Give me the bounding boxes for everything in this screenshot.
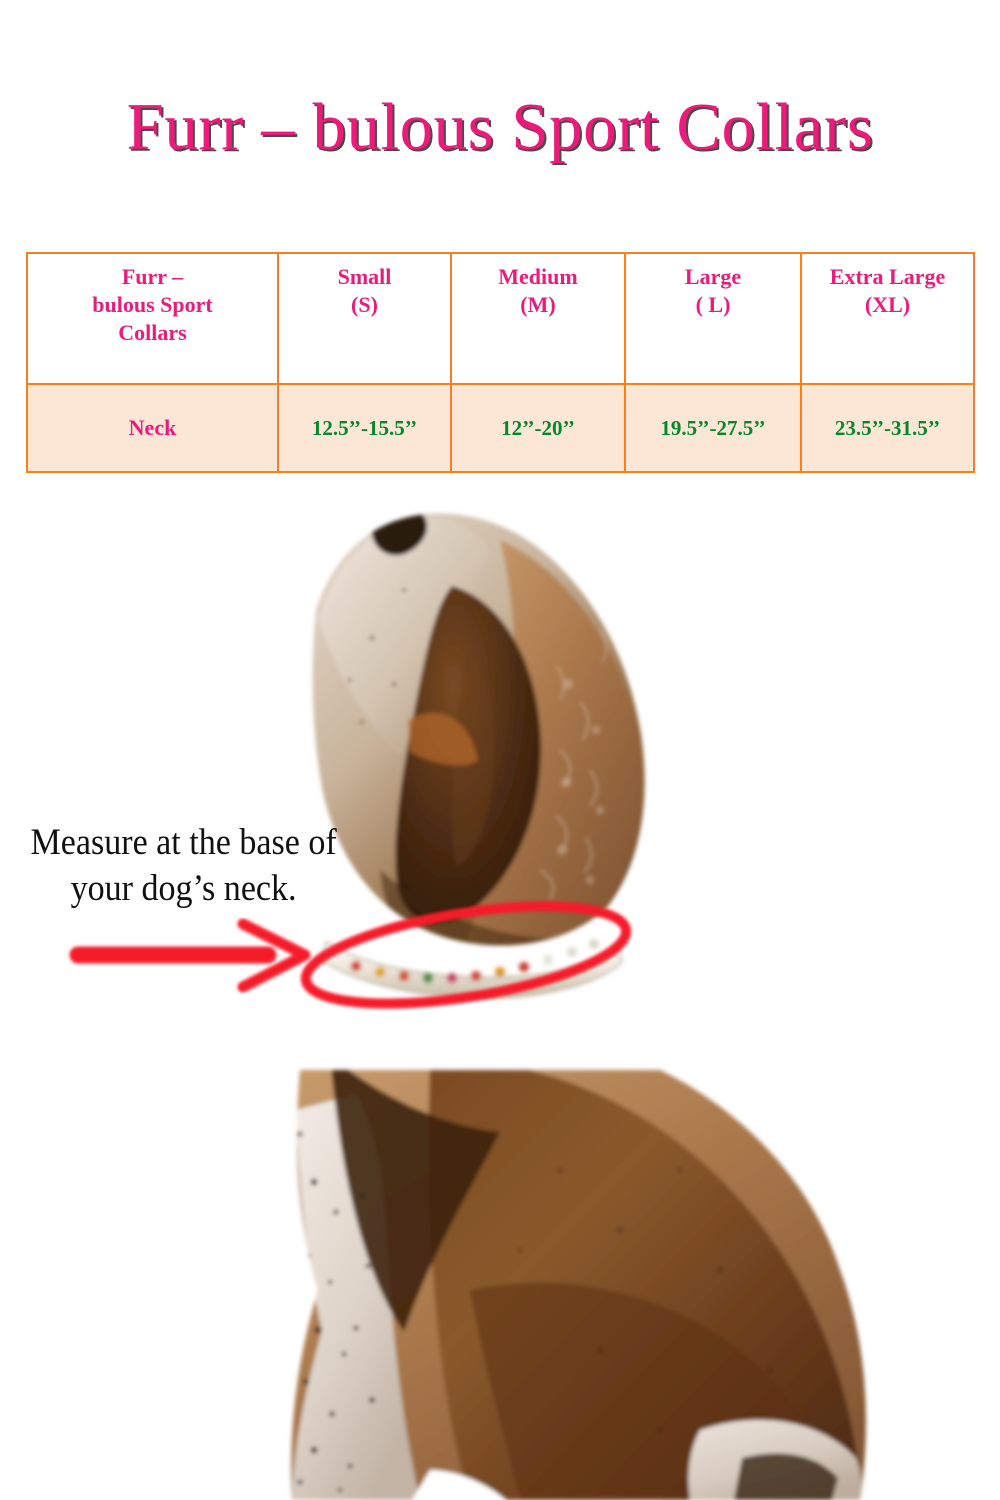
cell-neck-small: 12.5’’-15.5’’ bbox=[277, 383, 452, 473]
caption-line-2: your dog’s neck. bbox=[70, 868, 297, 910]
header-cell-extra-large: Extra Large (XL) bbox=[800, 252, 975, 385]
measure-caption: Measure at the base of your dog’s neck. bbox=[18, 820, 349, 913]
cell-neck-medium: 12’’-20’’ bbox=[450, 383, 626, 473]
header-cell-brand: Furr – bulous Sport Collars bbox=[26, 252, 279, 385]
dog-photo bbox=[0, 470, 1000, 1500]
row-label-neck: Neck bbox=[26, 383, 279, 473]
header-cell-small: Small (S) bbox=[277, 252, 452, 385]
table-header-row: Furr – bulous Sport Collars Small (S) Mediu… bbox=[26, 252, 975, 385]
dog-illustration bbox=[291, 513, 866, 1500]
header-cell-medium: Medium (M) bbox=[450, 252, 626, 385]
header-cell-large: Large( L) bbox=[624, 252, 802, 385]
size-chart-table: Furr – bulous Sport Collars Small (S) Mediu… bbox=[26, 252, 975, 473]
cell-neck-extra-large: 23.5’’-31.5’’ bbox=[800, 383, 975, 473]
page-title: Furr – bulous Sport Collars bbox=[126, 90, 874, 164]
caption-line-1: Measure at the base of bbox=[30, 822, 337, 863]
cell-neck-large: 19.5’’-27.5’’ bbox=[624, 383, 802, 473]
table-row: Neck 12.5’’-15.5’’ 12’’-20’’ 19.5’’-27.5… bbox=[26, 383, 975, 473]
